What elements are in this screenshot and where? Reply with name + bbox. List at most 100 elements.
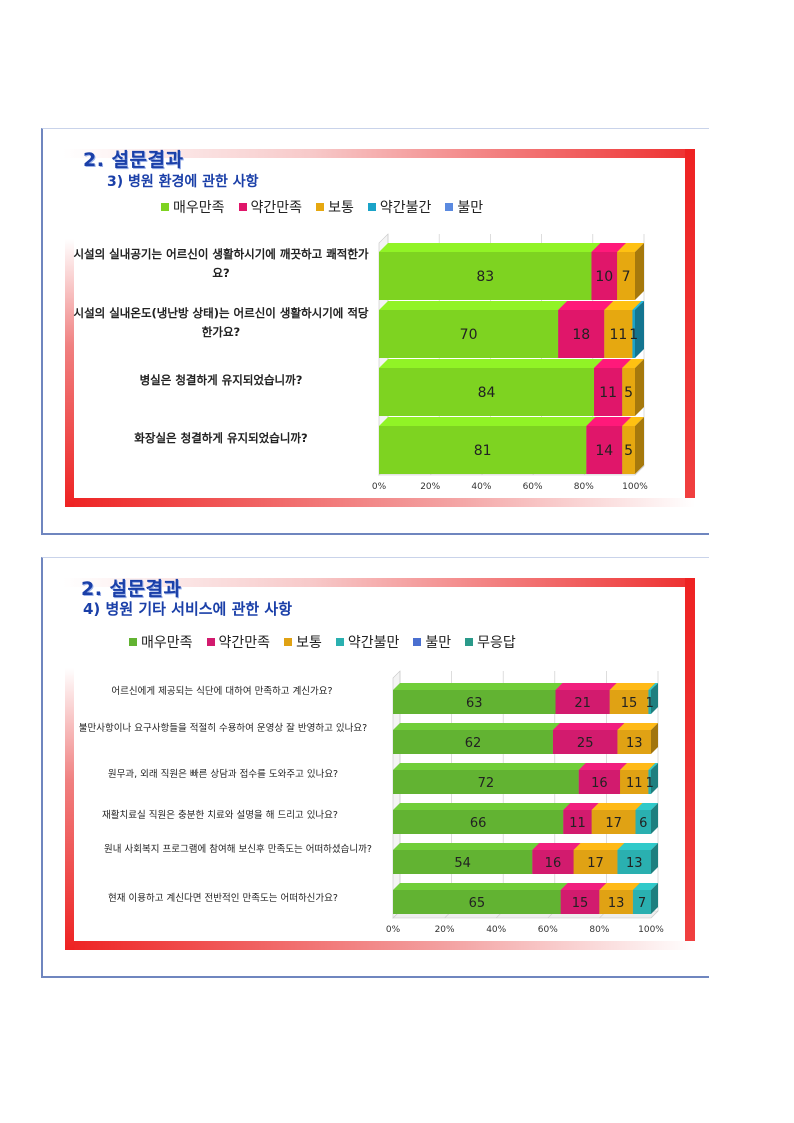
- bar-segment-side: [651, 763, 658, 794]
- bar-segment-top: [599, 883, 640, 890]
- bar-segment-side: [635, 243, 644, 300]
- data-label: 11: [626, 776, 643, 791]
- bar-segment-top: [393, 683, 563, 690]
- data-label: 11: [609, 327, 627, 343]
- bar-segment-top: [632, 301, 644, 310]
- data-label: 11: [599, 385, 617, 401]
- bar-segment-side: [635, 301, 644, 358]
- bar-segment: [591, 252, 618, 300]
- question-label: 재활치료실 직원은 충분한 치료와 설명을 해 드리고 있나요?: [102, 810, 338, 821]
- bar-segment: [591, 810, 636, 834]
- bar-segment-top: [393, 763, 586, 770]
- bar-segment: [632, 310, 635, 358]
- legend-label: 약간만족: [250, 200, 303, 216]
- bar-segment: [578, 770, 621, 794]
- bar-segment: [622, 368, 635, 416]
- bar-segment: [622, 426, 635, 474]
- bar-segment: [586, 426, 623, 474]
- data-label: 62: [465, 736, 482, 751]
- x-tick-label: 60%: [538, 925, 558, 935]
- legend-item: 보통: [316, 197, 354, 217]
- bar-segment: [379, 310, 559, 358]
- bar-segment-top: [604, 301, 642, 310]
- legend-item: 매우만족: [161, 197, 225, 217]
- bar-segment-top: [393, 883, 568, 890]
- legend-swatch: [445, 203, 454, 211]
- bar-segment-top: [563, 803, 599, 810]
- data-label: 21: [574, 696, 591, 711]
- legend-swatch: [335, 638, 344, 646]
- data-label: 17: [587, 856, 604, 871]
- bar-segment-side: [635, 359, 644, 416]
- legend-item: 보통: [284, 632, 322, 652]
- data-label: 6: [639, 816, 647, 831]
- frame-left-border: [65, 668, 74, 950]
- frame-bottom-border: [65, 941, 695, 950]
- question-label: 원무과, 외래 직원은 빠른 상담과 접수를 도와주고 있나요?: [107, 769, 339, 780]
- data-label: 18: [572, 327, 590, 343]
- data-label: 10: [595, 269, 613, 285]
- data-label: 54: [454, 856, 471, 871]
- bar-segment: [552, 730, 618, 754]
- legend-swatch: [367, 203, 376, 211]
- bar-segment: [532, 850, 574, 874]
- bar-segment: [393, 730, 553, 754]
- question-label: 현재 이용하고 계신다면 전반적인 만족도는 어떠하신가요?: [108, 893, 338, 904]
- question-label: 병실은 청결하게 유지되었습니까?: [139, 373, 303, 387]
- legend-label: 보통: [328, 200, 354, 216]
- bar-segment: [648, 690, 651, 714]
- legend-label: 매우만족: [141, 635, 193, 651]
- legend-label: 무응답: [477, 635, 516, 651]
- data-label: 14: [595, 443, 613, 459]
- data-label: 81: [474, 443, 492, 459]
- bar-segment-top: [591, 803, 643, 810]
- bar-segment: [563, 810, 592, 834]
- bar-segment-top: [379, 243, 601, 252]
- bar-segment-top: [555, 683, 617, 690]
- legend-swatch: [284, 638, 293, 646]
- bar-segment: [393, 690, 556, 714]
- slide-title: 2. 설문결과: [83, 149, 184, 171]
- bar-segment: [393, 890, 561, 914]
- bar-segment: [648, 770, 651, 794]
- legend-item: 무응답: [465, 632, 516, 652]
- x-tick-label: 0%: [372, 482, 387, 492]
- bar-segment: [617, 252, 635, 300]
- bar-segment-side: [651, 683, 658, 714]
- bar-segment-side: [651, 883, 658, 914]
- x-tick-label: 100%: [638, 925, 664, 935]
- bar-segment-top: [393, 723, 560, 730]
- bar-segment-top: [617, 243, 644, 252]
- legend-swatch: [316, 203, 325, 211]
- bar-segment-top: [560, 883, 607, 890]
- bar-segment-top: [573, 843, 625, 850]
- legend-label: 불만: [457, 200, 484, 216]
- bar-segment: [617, 730, 651, 754]
- bar-segment: [604, 310, 633, 358]
- data-label: 63: [466, 696, 483, 711]
- bar-segment-top: [594, 359, 632, 368]
- bar-segment: [379, 368, 595, 416]
- survey-slide-environment: 2. 설문결과 3) 병원 환경에 관한 사항 매우만족 약간만족 보통 약간불간 불만…: [41, 128, 709, 535]
- legend-item: 약간불만: [335, 632, 399, 652]
- question-label: 원내 사회복지 프로그램에 참여해 보신후 만족도는 어떠하셨습니까?: [104, 844, 372, 855]
- bar-segment: [379, 426, 587, 474]
- data-label: 1: [629, 327, 638, 343]
- data-label: 15: [572, 896, 589, 911]
- data-label: 15: [621, 696, 638, 711]
- legend-label: 보통: [296, 635, 322, 651]
- data-label: 13: [626, 736, 643, 751]
- data-label: 65: [469, 896, 486, 911]
- stacked-bar-chart: 0% 20% 40% 60% 80% 100%83 10 770 18 11 184 11 581 14 5: [372, 233, 648, 492]
- frame-top-border: [63, 578, 685, 587]
- frame-left-border: [65, 239, 74, 507]
- data-label: 5: [624, 385, 633, 401]
- bar-segment: [393, 770, 579, 794]
- bar-segment-top: [379, 359, 604, 368]
- data-label: 16: [591, 776, 608, 791]
- data-label: 66: [470, 816, 487, 831]
- bar-segment: [609, 690, 649, 714]
- question-label: 시설의 실내온도(냉난방 상태)는 어르신이 생활하시기에 적당한가요?: [73, 306, 369, 339]
- x-tick-label: 60%: [523, 482, 543, 492]
